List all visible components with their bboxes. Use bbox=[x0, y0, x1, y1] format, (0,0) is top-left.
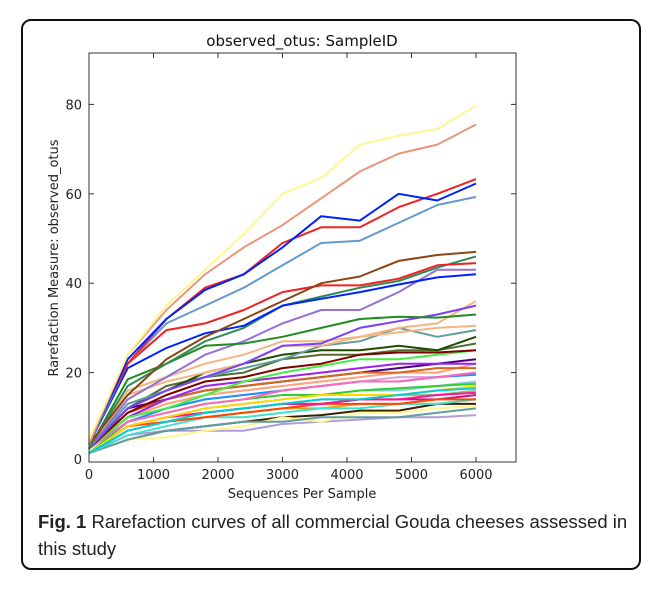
series-line bbox=[88, 178, 477, 441]
figure-label: Fig. 1 bbox=[38, 511, 87, 532]
x-tick-label: 0 bbox=[85, 468, 93, 483]
series-line bbox=[88, 405, 477, 455]
x-tick-label: 5000 bbox=[395, 468, 428, 483]
series-line bbox=[88, 123, 477, 445]
series-line bbox=[88, 398, 476, 454]
series-line bbox=[88, 195, 477, 445]
y-tick-label: 20 bbox=[65, 367, 82, 382]
series-line bbox=[88, 313, 477, 450]
plot-area-border bbox=[88, 52, 517, 463]
y-tick-label: 60 bbox=[65, 188, 82, 203]
series-line bbox=[88, 304, 477, 450]
series-line bbox=[88, 414, 477, 455]
figure-caption: Fig. 1 Rarefaction curves of all commerc… bbox=[38, 508, 638, 562]
x-tick-label: 6000 bbox=[459, 468, 492, 483]
series-line bbox=[88, 387, 477, 454]
series-line bbox=[88, 268, 476, 450]
chart-title: observed_otus: SampleID bbox=[206, 32, 397, 51]
x-tick-label: 3000 bbox=[266, 468, 299, 483]
x-tick-label: 1000 bbox=[137, 468, 170, 483]
x-axis-label: Sequences Per Sample bbox=[228, 487, 377, 502]
series-line bbox=[88, 362, 477, 450]
series-line bbox=[88, 349, 477, 450]
y-tick-label: 80 bbox=[65, 98, 82, 113]
y-tick-label: 40 bbox=[65, 277, 82, 292]
figure-frame bbox=[21, 19, 641, 570]
caption-text: Rarefaction curves of all commercial Gou… bbox=[38, 511, 628, 559]
x-tick-label: 4000 bbox=[330, 468, 363, 483]
y-axis-label: Rarefaction Measure: observed_otus bbox=[47, 139, 62, 376]
series-line bbox=[88, 104, 477, 441]
series-line bbox=[88, 362, 476, 450]
y-tick-label: 0 bbox=[74, 453, 82, 468]
series-line bbox=[88, 250, 477, 445]
x-tick-label: 2000 bbox=[201, 468, 234, 483]
series-line bbox=[88, 182, 477, 445]
series-line bbox=[88, 407, 477, 455]
series-line bbox=[88, 300, 477, 450]
series-line bbox=[88, 262, 477, 441]
series-line bbox=[88, 371, 477, 450]
series-line bbox=[88, 273, 477, 445]
series-line bbox=[88, 367, 476, 450]
series-line bbox=[88, 349, 477, 450]
series-line bbox=[88, 398, 477, 455]
